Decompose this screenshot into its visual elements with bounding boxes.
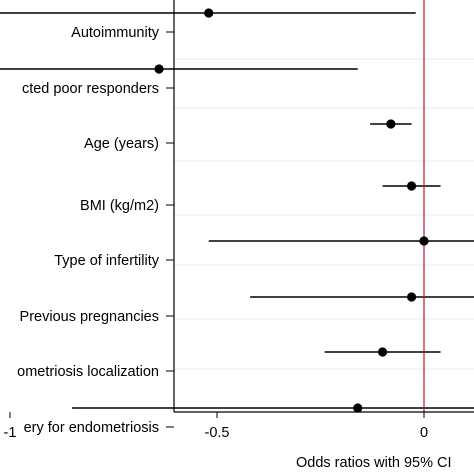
- point-estimate: [353, 403, 363, 413]
- point-estimate: [406, 181, 417, 191]
- category-label: Age (years): [84, 136, 159, 152]
- point-estimate: [419, 236, 429, 246]
- category-label: Autoimmunity: [71, 25, 160, 41]
- point-estimate: [386, 119, 396, 129]
- category-label: BMI (kg/m2): [80, 198, 159, 214]
- x-tick-label: -0.5: [205, 425, 230, 441]
- confidence-intervals: [0, 12, 474, 409]
- point-estimates: [154, 8, 429, 413]
- point-estimate: [204, 8, 214, 18]
- category-label: Type of infertility: [54, 253, 160, 269]
- category-label: ery for endometriosis: [24, 420, 159, 436]
- x-tick-label: 0: [420, 425, 428, 441]
- category-labels: Autoimmunity cted poor responders Age (yea…: [17, 25, 174, 436]
- category-label: cted poor responders: [22, 81, 159, 97]
- point-estimate: [378, 347, 388, 357]
- x-tick-label: -1: [4, 425, 17, 441]
- category-label: Previous pregnancies: [20, 309, 159, 325]
- x-axis-title: Odds ratios with 95% CI: [296, 455, 452, 471]
- axes: -1 -0.5 0: [4, 0, 474, 441]
- category-label: ometriosis localization: [17, 364, 159, 380]
- grid-lines: [174, 58, 474, 370]
- point-estimate: [406, 292, 417, 302]
- point-estimate: [154, 64, 164, 74]
